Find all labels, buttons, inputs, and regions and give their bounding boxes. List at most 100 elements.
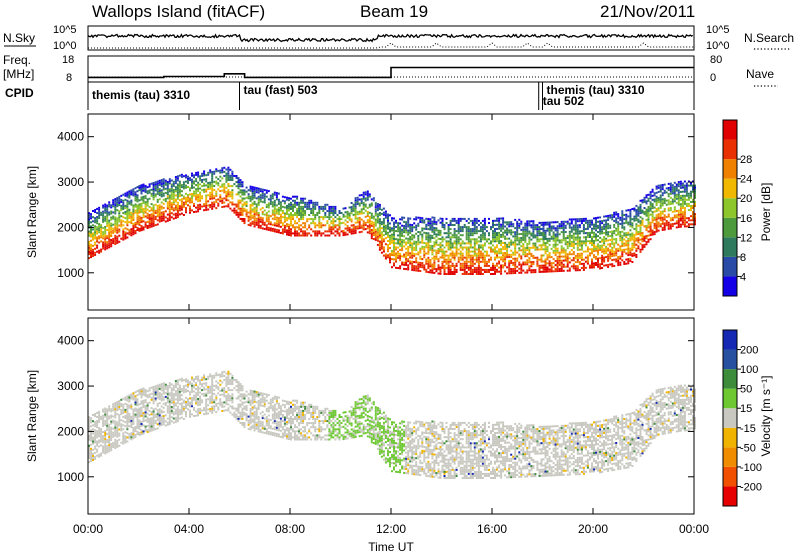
power-cell bbox=[532, 222, 535, 225]
power-cell bbox=[90, 256, 92, 259]
power-cell bbox=[403, 225, 406, 227]
power-cell bbox=[176, 197, 179, 200]
power-cell bbox=[231, 174, 234, 177]
power-cell bbox=[257, 187, 260, 190]
power-cell bbox=[532, 242, 535, 245]
power-cell bbox=[90, 245, 92, 248]
power-cell bbox=[679, 199, 682, 202]
power-cell bbox=[195, 198, 198, 201]
power-cell bbox=[544, 246, 547, 249]
power-cell bbox=[568, 239, 571, 241]
power-cell bbox=[584, 250, 587, 253]
power-cell bbox=[221, 169, 224, 172]
power-cell bbox=[342, 221, 345, 224]
power-cell bbox=[669, 184, 672, 187]
power-cell bbox=[314, 232, 317, 235]
power-cell bbox=[259, 196, 262, 199]
power-cell bbox=[621, 230, 624, 233]
power-cell bbox=[597, 249, 599, 252]
power-cell bbox=[146, 214, 149, 217]
power-cell bbox=[112, 199, 115, 202]
power-cell bbox=[417, 253, 420, 256]
power-cell bbox=[172, 191, 175, 193]
power-cell bbox=[288, 223, 290, 226]
power-cell bbox=[506, 227, 509, 230]
power-cell bbox=[162, 192, 165, 195]
velocity-cell bbox=[88, 422, 90, 425]
power-cell bbox=[538, 221, 541, 224]
power-cell bbox=[366, 225, 369, 228]
power-cell bbox=[110, 232, 113, 235]
power-cell bbox=[172, 213, 175, 216]
power-cell bbox=[382, 211, 385, 214]
power-cell bbox=[619, 257, 622, 260]
power-cell bbox=[605, 247, 608, 250]
power-cell bbox=[479, 273, 482, 275]
power-cell bbox=[425, 217, 428, 220]
power-cell bbox=[233, 175, 236, 177]
power-cell bbox=[433, 231, 436, 234]
power-cell bbox=[437, 268, 440, 271]
power-cell bbox=[300, 212, 303, 214]
power-cell bbox=[334, 212, 337, 214]
power-cell bbox=[467, 264, 470, 267]
power-cell bbox=[580, 258, 583, 261]
power-cell bbox=[239, 189, 242, 192]
power-cell bbox=[296, 203, 299, 206]
power-cell bbox=[296, 212, 299, 214]
power-cell bbox=[219, 190, 222, 192]
power-cell bbox=[102, 235, 105, 238]
power-cell bbox=[591, 248, 593, 251]
power-cell bbox=[126, 191, 129, 194]
power-cell bbox=[477, 224, 480, 226]
power-cell bbox=[601, 263, 604, 265]
power-cell bbox=[473, 246, 476, 249]
power-cell bbox=[102, 220, 105, 223]
power-cell bbox=[477, 219, 480, 222]
power-cell bbox=[542, 264, 545, 267]
velocity-cell bbox=[108, 409, 111, 412]
power-cell bbox=[205, 196, 208, 199]
velocity-cell bbox=[116, 445, 119, 448]
power-cell bbox=[546, 237, 549, 240]
power-cell bbox=[370, 231, 373, 234]
power-cell bbox=[415, 247, 418, 249]
power-cell bbox=[453, 246, 456, 249]
power-cell bbox=[556, 255, 559, 258]
power-cell bbox=[471, 256, 474, 259]
power-cell bbox=[635, 247, 638, 250]
power-cell bbox=[427, 220, 430, 223]
power-cell bbox=[504, 256, 507, 259]
power-cell bbox=[90, 227, 92, 230]
power-cell bbox=[463, 271, 466, 273]
power-cell bbox=[150, 203, 153, 206]
power-cell bbox=[576, 228, 579, 231]
velocity-cell bbox=[98, 433, 101, 436]
power-cell bbox=[653, 192, 656, 195]
power-cell bbox=[160, 185, 163, 188]
power-cell bbox=[576, 267, 579, 270]
power-cell bbox=[300, 234, 303, 237]
power-cell bbox=[576, 234, 579, 237]
power-cell bbox=[477, 266, 480, 269]
power-cell bbox=[134, 205, 137, 208]
power-cell bbox=[94, 221, 97, 224]
power-cell bbox=[576, 230, 579, 233]
power-cell bbox=[88, 242, 90, 245]
power-cell bbox=[324, 214, 327, 216]
power-cell bbox=[356, 227, 359, 230]
power-cell bbox=[671, 198, 674, 201]
power-cell bbox=[104, 242, 107, 245]
power-cell bbox=[518, 241, 521, 244]
velocity-cell bbox=[124, 435, 127, 438]
power-cell bbox=[449, 236, 452, 239]
power-cell bbox=[681, 196, 684, 199]
power-cell bbox=[425, 223, 428, 226]
power-cell bbox=[296, 197, 299, 200]
power-cell bbox=[453, 240, 456, 243]
power-cell bbox=[516, 235, 519, 238]
power-cell bbox=[152, 196, 155, 199]
power-cell bbox=[393, 258, 395, 261]
power-cell bbox=[637, 224, 640, 227]
power-cell bbox=[187, 198, 189, 201]
